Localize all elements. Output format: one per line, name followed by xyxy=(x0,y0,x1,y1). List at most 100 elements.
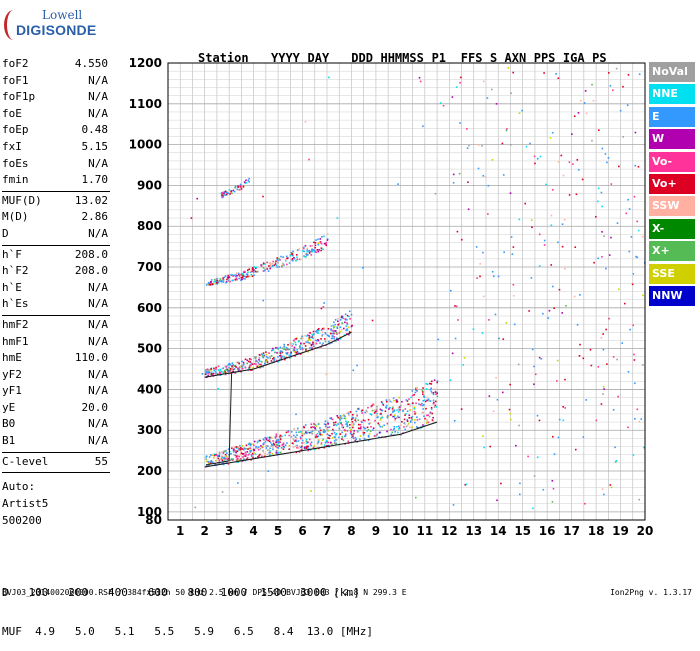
echo-point xyxy=(591,139,593,142)
echo-point xyxy=(336,337,338,339)
echo-point xyxy=(413,410,416,413)
echo-point xyxy=(280,447,283,449)
echo-point xyxy=(233,454,236,456)
echo-point xyxy=(582,357,585,360)
echo-point xyxy=(258,455,260,457)
echo-point xyxy=(281,347,284,350)
echo-point xyxy=(317,423,320,425)
echo-point xyxy=(487,213,489,215)
distance-value: 100 xyxy=(8,586,49,599)
echo-point xyxy=(214,283,217,285)
echo-point xyxy=(324,340,327,343)
echo-point xyxy=(240,279,242,281)
echo-point xyxy=(310,249,313,251)
echo-point xyxy=(247,448,249,450)
echo-point xyxy=(223,192,225,195)
echo-point xyxy=(311,336,313,339)
echo-point xyxy=(234,450,237,452)
echo-point xyxy=(305,442,308,444)
echo-point xyxy=(404,423,407,425)
echo-point xyxy=(292,438,295,441)
echo-point xyxy=(376,416,379,419)
echo-point xyxy=(362,419,365,422)
echo-point xyxy=(426,420,429,423)
echo-point xyxy=(370,405,373,408)
echo-point xyxy=(553,453,556,455)
echo-point xyxy=(454,337,457,340)
echo-point xyxy=(205,460,208,463)
echo-point xyxy=(536,157,539,160)
echo-point xyxy=(332,429,335,432)
echo-point xyxy=(237,461,239,463)
echo-point xyxy=(235,447,238,449)
echo-point xyxy=(378,424,381,426)
echo-point xyxy=(241,272,244,275)
echo-point xyxy=(239,185,242,187)
echo-point xyxy=(260,363,262,366)
echo-point xyxy=(331,332,333,335)
echo-point xyxy=(430,408,433,410)
echo-point xyxy=(341,322,344,325)
echo-point xyxy=(333,332,335,335)
echo-point xyxy=(436,380,439,382)
echo-point xyxy=(246,451,249,453)
echo-point xyxy=(346,422,348,424)
echo-point xyxy=(295,351,298,354)
echo-point xyxy=(377,422,380,425)
echo-point xyxy=(228,280,231,283)
echo-point xyxy=(328,335,331,338)
param-value: 208.0 xyxy=(74,264,108,278)
echo-point xyxy=(268,265,270,267)
echo-point xyxy=(288,354,291,357)
param-value: 0.48 xyxy=(81,123,109,137)
echo-point xyxy=(367,436,370,438)
echo-point xyxy=(279,351,282,354)
echo-point xyxy=(336,327,339,330)
file-info-footer: BVJ03_2014002060000.RSF / 384fx512h 50 k… xyxy=(2,588,407,597)
echo-point xyxy=(326,429,329,431)
echo-point xyxy=(391,407,394,410)
echo-point xyxy=(308,158,310,161)
echo-point xyxy=(367,418,370,421)
echo-point xyxy=(262,354,265,356)
echo-point xyxy=(244,358,247,361)
echo-point xyxy=(233,368,236,370)
echo-point xyxy=(482,295,485,298)
echo-point xyxy=(393,410,396,413)
echo-point xyxy=(323,235,325,238)
echo-point xyxy=(398,428,400,430)
echo-point xyxy=(307,350,309,353)
header-label-9: PPS xyxy=(533,51,556,65)
echo-point xyxy=(217,281,220,284)
echo-point xyxy=(325,373,328,376)
echo-point xyxy=(235,446,237,448)
echo-point xyxy=(431,412,434,415)
echo-point xyxy=(307,341,309,344)
echo-point xyxy=(296,350,299,353)
echo-point xyxy=(423,395,425,397)
echo-point xyxy=(254,270,257,273)
echo-point xyxy=(299,344,301,347)
echo-point xyxy=(318,329,320,332)
echo-point xyxy=(303,447,306,449)
param-label: fxI xyxy=(2,139,22,153)
echo-point xyxy=(410,417,413,419)
param-label: B1 xyxy=(2,434,16,448)
echo-point xyxy=(322,248,324,251)
echo-point xyxy=(337,436,340,439)
echo-point xyxy=(301,335,303,338)
echo-point xyxy=(551,131,554,134)
echo-point xyxy=(287,430,289,433)
echo-point xyxy=(290,252,293,254)
echo-point xyxy=(224,371,227,373)
echo-point xyxy=(228,370,230,372)
echo-point xyxy=(492,410,495,413)
echo-point xyxy=(295,343,297,346)
echo-point xyxy=(279,439,282,441)
param-label: fmin xyxy=(2,173,29,187)
echo-point xyxy=(279,438,282,440)
echo-point xyxy=(221,196,223,199)
echo-point xyxy=(422,424,424,426)
echo-point xyxy=(300,437,302,440)
echo-point xyxy=(341,436,344,438)
